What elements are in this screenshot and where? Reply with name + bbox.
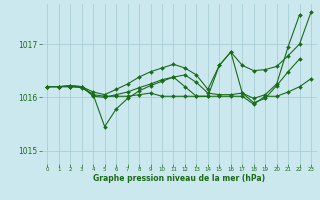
X-axis label: Graphe pression niveau de la mer (hPa): Graphe pression niveau de la mer (hPa) xyxy=(93,174,265,183)
